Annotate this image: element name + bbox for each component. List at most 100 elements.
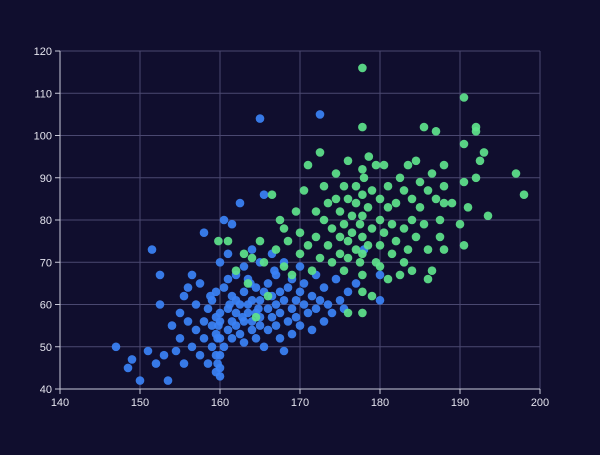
scatter-point	[303, 308, 313, 318]
scatter-point	[283, 317, 293, 326]
x-tick-label: 200	[531, 397, 549, 409]
scatter-point	[295, 262, 305, 271]
x-tick-label: 180	[371, 397, 389, 409]
scatter-point	[331, 169, 341, 178]
scatter-point	[343, 287, 353, 297]
scatter-point	[287, 270, 297, 280]
scatter-point	[275, 215, 285, 225]
scatter-point	[135, 376, 145, 385]
scatter-point	[215, 258, 225, 267]
scatter-point	[423, 274, 433, 284]
scatter-point	[275, 308, 285, 318]
scatter-point	[395, 173, 405, 183]
scatter-point	[219, 283, 229, 292]
scatter-point	[303, 241, 313, 250]
scatter-point	[295, 287, 305, 297]
scatter-point	[247, 296, 257, 305]
scatter-point	[171, 346, 181, 356]
scatter-point	[375, 296, 385, 305]
scatter-point	[459, 241, 469, 250]
scatter-point	[299, 300, 309, 309]
scatter-point	[283, 236, 293, 246]
scatter-point	[231, 266, 241, 276]
scatter-point	[379, 160, 389, 170]
scatter-point	[143, 346, 153, 356]
scatter-point	[315, 110, 325, 119]
scatter-point	[335, 296, 345, 305]
scatter-point	[311, 304, 321, 314]
scatter-point	[358, 249, 367, 259]
scatter-point	[351, 245, 361, 254]
scatter-point	[519, 190, 529, 199]
scatter-point	[363, 203, 373, 212]
scatter-point	[407, 215, 417, 225]
x-tick-label: 160	[211, 397, 229, 409]
scatter-point	[375, 241, 385, 250]
scatter-point	[215, 334, 225, 343]
scatter-point	[255, 114, 265, 123]
scatter-point	[311, 232, 321, 242]
scatter-point	[455, 219, 465, 229]
scatter-point	[351, 181, 361, 191]
scatter-point	[215, 317, 225, 326]
scatter-point	[295, 249, 305, 259]
scatter-point	[255, 296, 265, 305]
scatter-point	[327, 308, 337, 318]
scatter-point	[263, 291, 273, 301]
y-tick-label: 60	[40, 300, 52, 312]
scatter-point	[411, 156, 421, 166]
scatter-point	[183, 317, 193, 326]
scatter-point	[287, 304, 297, 314]
scatter-point	[263, 279, 273, 288]
scatter-point	[383, 203, 393, 212]
scatter-point	[227, 219, 237, 229]
scatter-point	[327, 258, 337, 267]
scatter-point	[383, 181, 393, 191]
scatter-point	[431, 127, 441, 136]
scatter-point	[335, 207, 345, 216]
scatter-point	[415, 203, 425, 212]
scatter-point	[187, 342, 197, 352]
scatter-point	[159, 350, 169, 360]
scatter-point	[395, 270, 405, 280]
y-tick-label: 120	[34, 46, 52, 58]
scatter-point	[479, 148, 489, 157]
scatter-point	[279, 346, 289, 356]
scatter-point	[215, 363, 225, 373]
scatter-point	[343, 253, 353, 263]
scatter-point	[475, 156, 485, 166]
scatter-point	[358, 308, 367, 318]
scatter-point	[279, 262, 289, 271]
scatter-point	[351, 279, 361, 288]
scatter-point	[291, 296, 301, 305]
scatter-point	[471, 127, 481, 136]
scatter-point	[199, 334, 209, 343]
scatter-point	[343, 194, 353, 204]
scatter-point	[263, 325, 273, 335]
scatter-point	[358, 190, 367, 199]
scatter-point	[511, 169, 521, 178]
scatter-point	[271, 321, 281, 330]
series-2-points	[214, 63, 529, 322]
scatter-point	[483, 211, 493, 221]
scatter-point	[175, 308, 185, 318]
scatter-point	[307, 325, 317, 335]
scatter-point	[323, 241, 333, 250]
scatter-point	[323, 300, 333, 309]
y-tick-label: 50	[40, 342, 52, 354]
scatter-point	[259, 258, 269, 267]
scatter-point	[335, 249, 345, 259]
scatter-point	[323, 198, 333, 208]
scatter-point	[315, 296, 325, 305]
scatter-point	[351, 198, 361, 208]
scatter-point	[191, 325, 201, 335]
scatter-point	[295, 321, 305, 330]
scatter-point	[271, 245, 281, 254]
grid	[60, 50, 541, 389]
scatter-point	[187, 270, 197, 280]
scatter-point	[358, 287, 367, 297]
scatter-point	[235, 198, 245, 208]
scatter-point	[279, 224, 289, 233]
scatter-point	[463, 203, 473, 212]
